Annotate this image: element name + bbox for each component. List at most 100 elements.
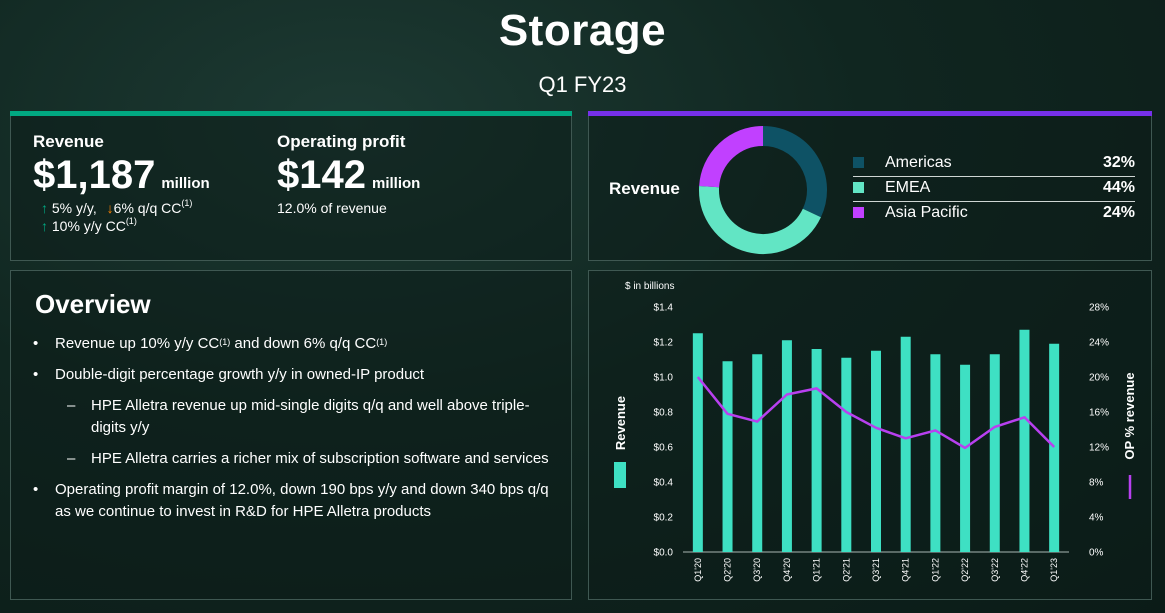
y-right-axis-title: OP % revenue (1122, 372, 1137, 459)
arrow-down-icon: ↓ (106, 200, 114, 216)
donut-slice-americas (762, 126, 827, 218)
operating-profit-value: $142 (277, 153, 366, 197)
legend-name: EMEA (885, 179, 931, 196)
overview-bullet: Operating profit margin of 12.0%, down 1… (31, 479, 561, 523)
x-tick-label: Q3'22 (990, 558, 1000, 582)
operating-profit-unit: million (371, 175, 421, 192)
y-left-tick-label: $1.2 (654, 338, 674, 349)
bullet-text: and down 6% q/q CC (230, 335, 377, 352)
revenue-bar (989, 354, 1000, 552)
revenue-kpi: Revenue $1,187 million ↑ 5% y/y, ↓6% q/q … (33, 132, 210, 234)
region-accent-bar (588, 111, 1152, 116)
x-tick-label: Q1'21 (812, 558, 822, 582)
x-tick-label: Q2'20 (723, 558, 733, 582)
x-tick-label: Q2'21 (841, 558, 851, 582)
operating-profit-kpi: Operating profit $142 million 12.0% of re… (277, 132, 420, 216)
y-right-tick-label: 12% (1089, 443, 1109, 454)
y-left-tick-label: $0.6 (654, 443, 674, 454)
page-title: Storage (498, 6, 667, 55)
region-legend: Americas 32% EMEA 44% Asia Pacific 24% (853, 152, 1135, 227)
overview-bullet: Revenue up 10% y/y CC(1) and down 6% q/q… (31, 333, 561, 355)
revenue-bar (811, 349, 822, 552)
kpi-panel: Revenue $1,187 million ↑ 5% y/y, ↓6% q/q … (10, 111, 572, 261)
revenue-bar (1049, 343, 1060, 552)
x-tick-label: Q3'21 (871, 558, 881, 582)
revenue-growth-yy: 5% y/y, (51, 200, 97, 216)
bullet-text: Revenue up 10% y/y CC (55, 335, 220, 352)
overview-sub-bullet: HPE Alletra carries a richer mix of subs… (31, 448, 561, 470)
region-donut-chart (699, 126, 827, 254)
y-right-tick-label: 0% (1089, 548, 1104, 559)
operating-profit-label: Operating profit (277, 132, 406, 151)
region-panel: Revenue Americas 32% EMEA 44% Asia Pacif… (588, 111, 1152, 261)
revenue-growth-yy-cc: 10% y/y CC (51, 218, 126, 234)
revenue-bar (692, 333, 703, 552)
x-tick-label: Q4'21 (901, 558, 911, 582)
y-left-tick-label: $1.0 (654, 373, 674, 384)
revenue-op-chart: $ in billions $0.0 $0.2 $0.4 $0.6 $0.8 $1.0 $1.… (613, 281, 1137, 582)
footnote-marker: (1) (376, 337, 388, 347)
y-left-axis-title: Revenue (613, 396, 628, 450)
footnote-marker: (1) (181, 198, 193, 208)
kpi-accent-bar (10, 111, 572, 116)
legend-name: Asia Pacific (885, 204, 968, 221)
y-left-tick-label: $0.0 (654, 548, 674, 559)
donut-slice-emea (699, 185, 821, 254)
legend-swatch-americas (853, 157, 864, 168)
arrow-up-icon: ↑ (41, 200, 48, 216)
donut-slice-asia-pacific (699, 126, 764, 188)
revenue-bar (752, 354, 763, 552)
y-left-tick-label: $0.2 (654, 513, 674, 524)
y-left-tick-label: $1.4 (654, 303, 674, 314)
x-tick-label: Q1'20 (693, 558, 703, 582)
revenue-bar (871, 350, 881, 552)
overview-panel: Overview Revenue up 10% y/y CC(1) and do… (10, 270, 572, 600)
x-tick-label: Q4'22 (1019, 558, 1029, 582)
overview-title: Overview (35, 289, 151, 319)
revenue-unit: million (161, 175, 210, 192)
revenue-legend-swatch (614, 462, 626, 488)
region-title: Revenue (609, 179, 680, 198)
y-right-tick-label: 4% (1089, 513, 1104, 524)
page-subtitle: Q1 FY23 (538, 72, 627, 97)
legend-value: 32% (1102, 154, 1135, 171)
x-tick-label: Q3'20 (752, 558, 762, 582)
overview-bullet: Double-digit percentage growth y/y in ow… (31, 364, 561, 386)
legend-swatch-asia-pacific (853, 207, 864, 218)
footnote-marker: (1) (219, 337, 231, 347)
revenue-label: Revenue (33, 132, 104, 151)
revenue-bar (781, 340, 792, 552)
overview-sub-bullet: HPE Alletra revenue up mid-single digits… (31, 395, 561, 439)
chart-panel: $ in billions $0.0 $0.2 $0.4 $0.6 $0.8 $1.0 $1.… (588, 270, 1152, 600)
revenue-bar (930, 354, 941, 552)
legend-name: Americas (885, 154, 952, 171)
revenue-bar (1019, 329, 1030, 552)
legend-value: 24% (1102, 204, 1135, 221)
legend-row-americas: Americas 32% (853, 152, 1135, 177)
y-left-tick-label: $0.8 (654, 408, 674, 419)
y-right-tick-label: 8% (1089, 478, 1104, 489)
y-right-tick-label: 20% (1089, 373, 1109, 384)
y-left-tick-label: $0.4 (654, 478, 674, 489)
overview-list: Revenue up 10% y/y CC(1) and down 6% q/q… (31, 333, 561, 532)
x-tick-label: Q2'22 (960, 558, 970, 582)
x-tick-label: Q1'22 (930, 558, 940, 582)
legend-row-emea: EMEA 44% (853, 177, 1135, 202)
revenue-bar (900, 336, 911, 552)
x-tick-label: Q1'23 (1049, 558, 1059, 582)
op-percent-line (696, 376, 1056, 450)
revenue-bar (841, 357, 852, 552)
legend-value: 44% (1102, 179, 1135, 196)
operating-profit-note: 12.0% of revenue (277, 200, 387, 216)
footnote-marker: (1) (125, 216, 137, 226)
revenue-growth-qq: 6% q/q CC (113, 200, 182, 216)
y-right-tick-label: 28% (1089, 303, 1109, 314)
revenue-bar (960, 364, 971, 552)
revenue-value: $1,187 (33, 153, 156, 197)
arrow-up-icon: ↑ (41, 218, 48, 234)
units-label: $ in billions (625, 281, 674, 292)
y-right-tick-label: 24% (1089, 338, 1109, 349)
x-tick-label: Q4'20 (782, 558, 792, 582)
y-right-tick-label: 16% (1089, 408, 1109, 419)
revenue-bar (722, 361, 733, 552)
